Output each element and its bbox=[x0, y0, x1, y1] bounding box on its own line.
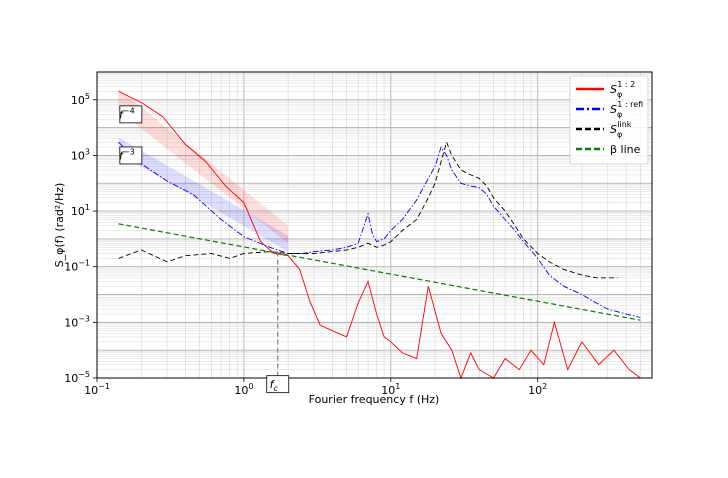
confidence-band bbox=[118, 137, 289, 252]
x-tick-label: 10−1 bbox=[84, 382, 110, 397]
y-axis-label: S_φ(f) (rad²/Hz) bbox=[53, 183, 66, 268]
x-tick-label: 101 bbox=[381, 382, 400, 397]
axis-ticks: 10−1 100 101 102 10−5 10−3 10−1 101 103 105 bbox=[64, 92, 547, 397]
x-axis-label: Fourier frequency f (Hz) bbox=[309, 393, 440, 406]
annotations: f−4 f−3 fc bbox=[119, 105, 290, 394]
annotation-label-2: fc bbox=[270, 378, 279, 393]
series-lines bbox=[118, 90, 641, 380]
y-tick-label: 103 bbox=[71, 147, 90, 162]
legend-label-0: Sφ1 : 2 bbox=[610, 80, 635, 99]
legend-label-1: Sφ1 : refi bbox=[610, 100, 643, 119]
y-tick-label: 105 bbox=[71, 92, 90, 107]
annotation-label-0: f−4 bbox=[119, 106, 135, 121]
legend-label-3: β line bbox=[610, 143, 641, 156]
series-line-1 bbox=[118, 141, 641, 318]
annotation-box bbox=[119, 105, 143, 124]
x-tick-label: 102 bbox=[528, 382, 547, 397]
y-tick-label: 101 bbox=[71, 203, 90, 218]
confidence-bands bbox=[118, 88, 289, 252]
y-tick-label: 10−3 bbox=[64, 314, 90, 329]
legend-box bbox=[569, 75, 649, 165]
series-line-3 bbox=[118, 223, 641, 321]
y-tick-label: 10−5 bbox=[64, 370, 90, 385]
annotation-label-1: f−3 bbox=[119, 147, 135, 162]
annotation-box bbox=[266, 375, 290, 394]
series-line-0 bbox=[118, 90, 641, 380]
y-tick-label: 10−1 bbox=[64, 259, 90, 274]
series-line-2 bbox=[118, 140, 618, 279]
legend-label-2: Sφlink bbox=[610, 120, 632, 139]
x-tick-label: 100 bbox=[234, 382, 253, 397]
grid bbox=[96, 71, 653, 379]
confidence-band bbox=[118, 88, 289, 244]
plot-frame bbox=[96, 71, 653, 379]
annotation-box bbox=[119, 146, 143, 165]
